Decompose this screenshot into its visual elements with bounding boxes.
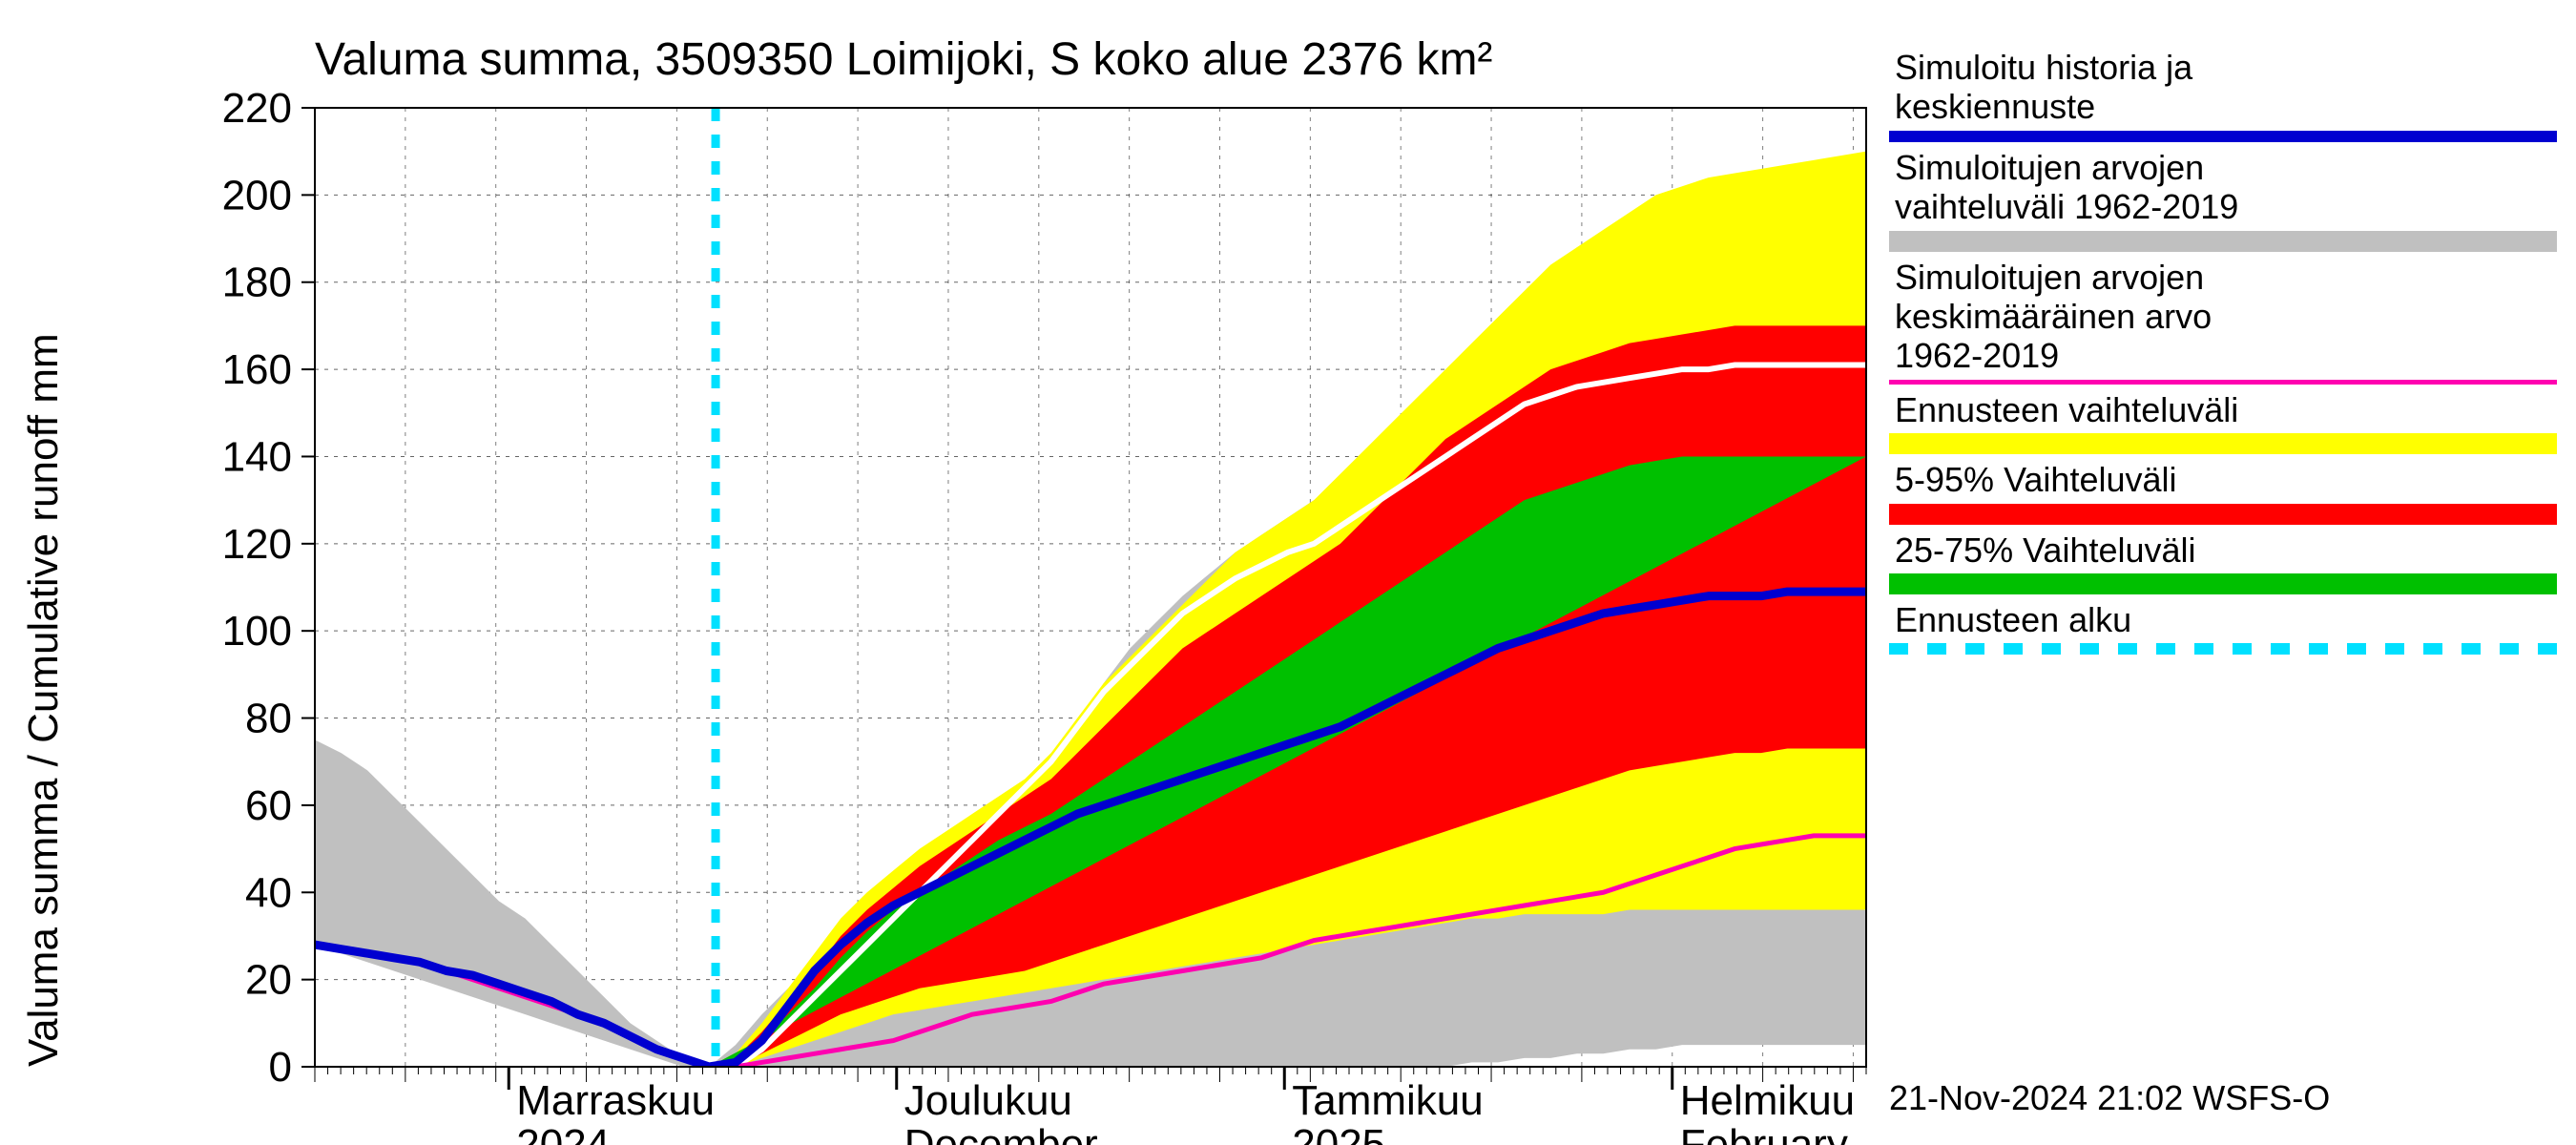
svg-text:0: 0 — [269, 1044, 292, 1091]
legend-swatch — [1889, 573, 2557, 594]
legend-entry: 25-75% Vaihteluväli — [1889, 531, 2557, 594]
svg-text:60: 60 — [245, 782, 292, 829]
svg-text:Tammikuu: Tammikuu — [1292, 1077, 1484, 1124]
svg-text:40: 40 — [245, 869, 292, 916]
legend-label: Ennusteen alku — [1889, 600, 2557, 639]
legend-entry: Simuloitu historia jakeskiennuste — [1889, 48, 2557, 142]
legend-swatch — [1889, 504, 2557, 525]
legend: Simuloitu historia jakeskiennuste Simuloi… — [1889, 48, 2557, 660]
svg-text:Helmikuu: Helmikuu — [1680, 1077, 1855, 1124]
legend-entry: Simuloitujen arvojenkeskimääräinen arvo … — [1889, 258, 2557, 385]
svg-text:20: 20 — [245, 957, 292, 1004]
svg-text:2025: 2025 — [1292, 1121, 1385, 1145]
svg-text:Valuma summa / Cumulative runo: Valuma summa / Cumulative runoff mm — [20, 333, 67, 1067]
svg-text:February: February — [1680, 1121, 1848, 1145]
svg-text:120: 120 — [222, 521, 292, 568]
svg-text:200: 200 — [222, 172, 292, 219]
footer-timestamp: 21-Nov-2024 21:02 WSFS-O — [1889, 1078, 2330, 1118]
legend-entry: Ennusteen vaihteluväli — [1889, 390, 2557, 454]
legend-entry: 5-95% Vaihteluväli — [1889, 460, 2557, 524]
legend-label: Simuloitu historia jakeskiennuste — [1889, 48, 2557, 127]
legend-swatch — [1889, 380, 2557, 385]
legend-entry: Simuloitujen arvojenvaihteluväli 1962-20… — [1889, 148, 2557, 252]
svg-text:Valuma summa, 3509350 Loimijok: Valuma summa, 3509350 Loimijoki, S koko … — [315, 34, 1492, 85]
legend-swatch — [1889, 231, 2557, 252]
svg-text:Marraskuu: Marraskuu — [516, 1077, 715, 1124]
svg-text:Joulukuu: Joulukuu — [904, 1077, 1072, 1124]
svg-text:180: 180 — [222, 260, 292, 306]
svg-text:2024: 2024 — [516, 1121, 610, 1145]
svg-text:100: 100 — [222, 608, 292, 655]
svg-text:220: 220 — [222, 85, 292, 132]
svg-text:140: 140 — [222, 433, 292, 480]
legend-swatch — [1889, 131, 2557, 142]
legend-swatch — [1889, 643, 2557, 655]
legend-entry: Ennusteen alku — [1889, 600, 2557, 655]
svg-text:80: 80 — [245, 696, 292, 742]
svg-text:December: December — [904, 1121, 1098, 1145]
legend-label: 25-75% Vaihteluväli — [1889, 531, 2557, 570]
legend-label: 5-95% Vaihteluväli — [1889, 460, 2557, 499]
legend-label: Simuloitujen arvojenkeskimääräinen arvo … — [1889, 258, 2557, 376]
svg-text:160: 160 — [222, 346, 292, 393]
legend-label: Simuloitujen arvojenvaihteluväli 1962-20… — [1889, 148, 2557, 227]
legend-label: Ennusteen vaihteluväli — [1889, 390, 2557, 429]
legend-swatch — [1889, 433, 2557, 454]
